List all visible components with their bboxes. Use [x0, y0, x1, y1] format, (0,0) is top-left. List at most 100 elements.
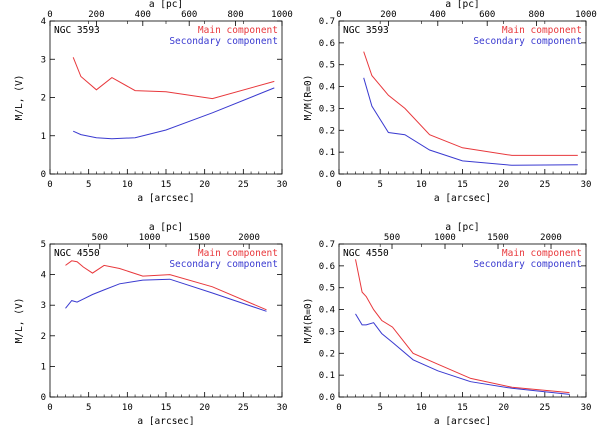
y-tick-label: 0.0 — [319, 170, 335, 180]
x-tick-label: 5 — [86, 403, 91, 413]
y-tick-label: 0.6 — [319, 262, 335, 272]
y-tick-label: 0.0 — [319, 393, 335, 403]
x-tick-label: 5 — [86, 180, 91, 190]
y-tick-label: 0.5 — [319, 284, 335, 294]
x-tick-label: 30 — [277, 180, 288, 190]
x-tick-label: 20 — [498, 180, 509, 190]
top-tick-label: 1000 — [434, 233, 456, 243]
x-tick-label: 25 — [238, 403, 249, 413]
series-line-main — [72, 57, 275, 100]
x-tick-label: 5 — [377, 403, 382, 413]
y-tick-label: 0.7 — [319, 240, 335, 250]
top-tick-label: 800 — [528, 10, 544, 20]
x-tick-label: 25 — [238, 180, 249, 190]
chart-panel-3: 0 5 10 15 20 25 30 500 1000 1500 2000 0 1 2 3 4 5 a [arcs… — [14, 222, 287, 425]
legend-entry: Secondary component — [169, 36, 278, 47]
panel-label: NGC 3593 — [343, 25, 389, 36]
chart-panel-4: 0 5 10 15 20 25 30 500 1000 1500 2000 0.0 0.1 0.2 0.3 0… — [303, 222, 591, 425]
y-tick-label: 4 — [41, 17, 46, 27]
top-tick-label: 400 — [430, 10, 446, 20]
top-tick-label: 0 — [336, 10, 341, 20]
legend-entry: Main component — [502, 25, 582, 36]
series-line-secondary — [355, 313, 570, 395]
top-axis-label: a [pc] — [445, 0, 479, 10]
top-tick-label: 500 — [384, 233, 400, 243]
x-tick-label: 30 — [277, 403, 288, 413]
top-tick-label: 500 — [92, 233, 108, 243]
y-tick-label: 0.4 — [319, 306, 335, 316]
x-tick-label: 25 — [539, 403, 550, 413]
top-tick-label: 1000 — [271, 10, 293, 20]
y-tick-label: 3 — [41, 55, 46, 65]
x-tick-label: 0 — [47, 403, 52, 413]
legend-entry: Secondary component — [169, 259, 278, 270]
x-axis-label: a [arcsec] — [434, 193, 491, 204]
top-tick-label: 0 — [47, 10, 52, 20]
top-axis-label: a [pc] — [149, 0, 183, 10]
y-axis-label: M/L, (V) — [14, 75, 25, 121]
x-tick-label: 10 — [416, 180, 427, 190]
x-axis-label: a [arcsec] — [137, 416, 194, 425]
top-tick-label: 1000 — [575, 10, 597, 20]
top-tick-label: 400 — [135, 10, 151, 20]
y-tick-label: 0.2 — [319, 126, 335, 136]
x-tick-label: 5 — [377, 180, 382, 190]
top-tick-label: 2000 — [540, 233, 562, 243]
top-tick-label: 600 — [181, 10, 197, 20]
x-tick-label: 10 — [416, 403, 427, 413]
top-axis-label: a [pc] — [149, 222, 183, 233]
panel-label: NGC 4550 — [343, 248, 389, 259]
legend-entry: Main component — [198, 25, 278, 36]
legend-entry: Secondary component — [473, 36, 582, 47]
x-tick-label: 15 — [161, 180, 172, 190]
x-tick-label: 0 — [336, 180, 341, 190]
x-tick-label: 20 — [498, 403, 509, 413]
x-tick-label: 15 — [457, 180, 468, 190]
y-tick-label: 1 — [41, 362, 46, 372]
y-tick-label: 0.4 — [319, 83, 335, 93]
x-tick-label: 25 — [539, 180, 550, 190]
series-line-main — [65, 260, 267, 311]
y-tick-label: 0.3 — [319, 104, 335, 114]
legend-entry: Main component — [198, 248, 278, 259]
y-tick-label: 4 — [41, 271, 46, 281]
y-tick-label: 0.7 — [319, 17, 335, 27]
x-axis-label: a [arcsec] — [137, 193, 194, 204]
panel-label: NGC 3593 — [54, 25, 100, 36]
y-tick-label: 0.3 — [319, 327, 335, 337]
top-tick-label: 200 — [380, 10, 396, 20]
chart-panel-1: 0 5 10 15 20 25 30 0 200 400 600 800 1000 0 1 2 3 4 a [arc… — [14, 0, 293, 204]
y-tick-label: 0.6 — [319, 39, 335, 49]
x-tick-label: 30 — [581, 180, 592, 190]
top-tick-label: 1500 — [189, 233, 211, 243]
x-tick-label: 15 — [457, 403, 468, 413]
y-tick-label: 0.2 — [319, 349, 335, 359]
series-line-secondary — [363, 77, 578, 166]
y-tick-label: 0.1 — [319, 148, 335, 158]
y-axis-label: M/M(R=0) — [303, 75, 314, 121]
x-tick-label: 20 — [199, 403, 210, 413]
y-axis-label: M/M(R=0) — [303, 298, 314, 344]
y-tick-label: 1 — [41, 132, 46, 142]
y-axis-label: M/L, (V) — [14, 298, 25, 344]
series-line-secondary — [65, 278, 267, 312]
x-tick-label: 10 — [122, 180, 133, 190]
y-tick-label: 2 — [41, 332, 46, 342]
y-tick-label: 2 — [41, 94, 46, 104]
y-tick-label: 0.1 — [319, 371, 335, 381]
y-tick-label: 0 — [41, 170, 46, 180]
y-tick-label: 5 — [41, 240, 46, 250]
legend-entry: Main component — [502, 248, 582, 259]
chart-panel-2: 0 5 10 15 20 25 30 0 200 400 600 800 1000 0.0 0.1 0.2 0.… — [303, 0, 597, 204]
series-line-main — [355, 259, 570, 394]
panel-label: NGC 4550 — [54, 248, 100, 259]
y-tick-label: 0.5 — [319, 61, 335, 71]
top-tick-label: 800 — [227, 10, 243, 20]
x-tick-label: 0 — [336, 403, 341, 413]
x-tick-label: 20 — [199, 180, 210, 190]
x-tick-label: 15 — [161, 403, 172, 413]
legend-entry: Secondary component — [473, 259, 582, 270]
top-axis-label: a [pc] — [445, 222, 479, 233]
top-tick-label: 200 — [88, 10, 104, 20]
